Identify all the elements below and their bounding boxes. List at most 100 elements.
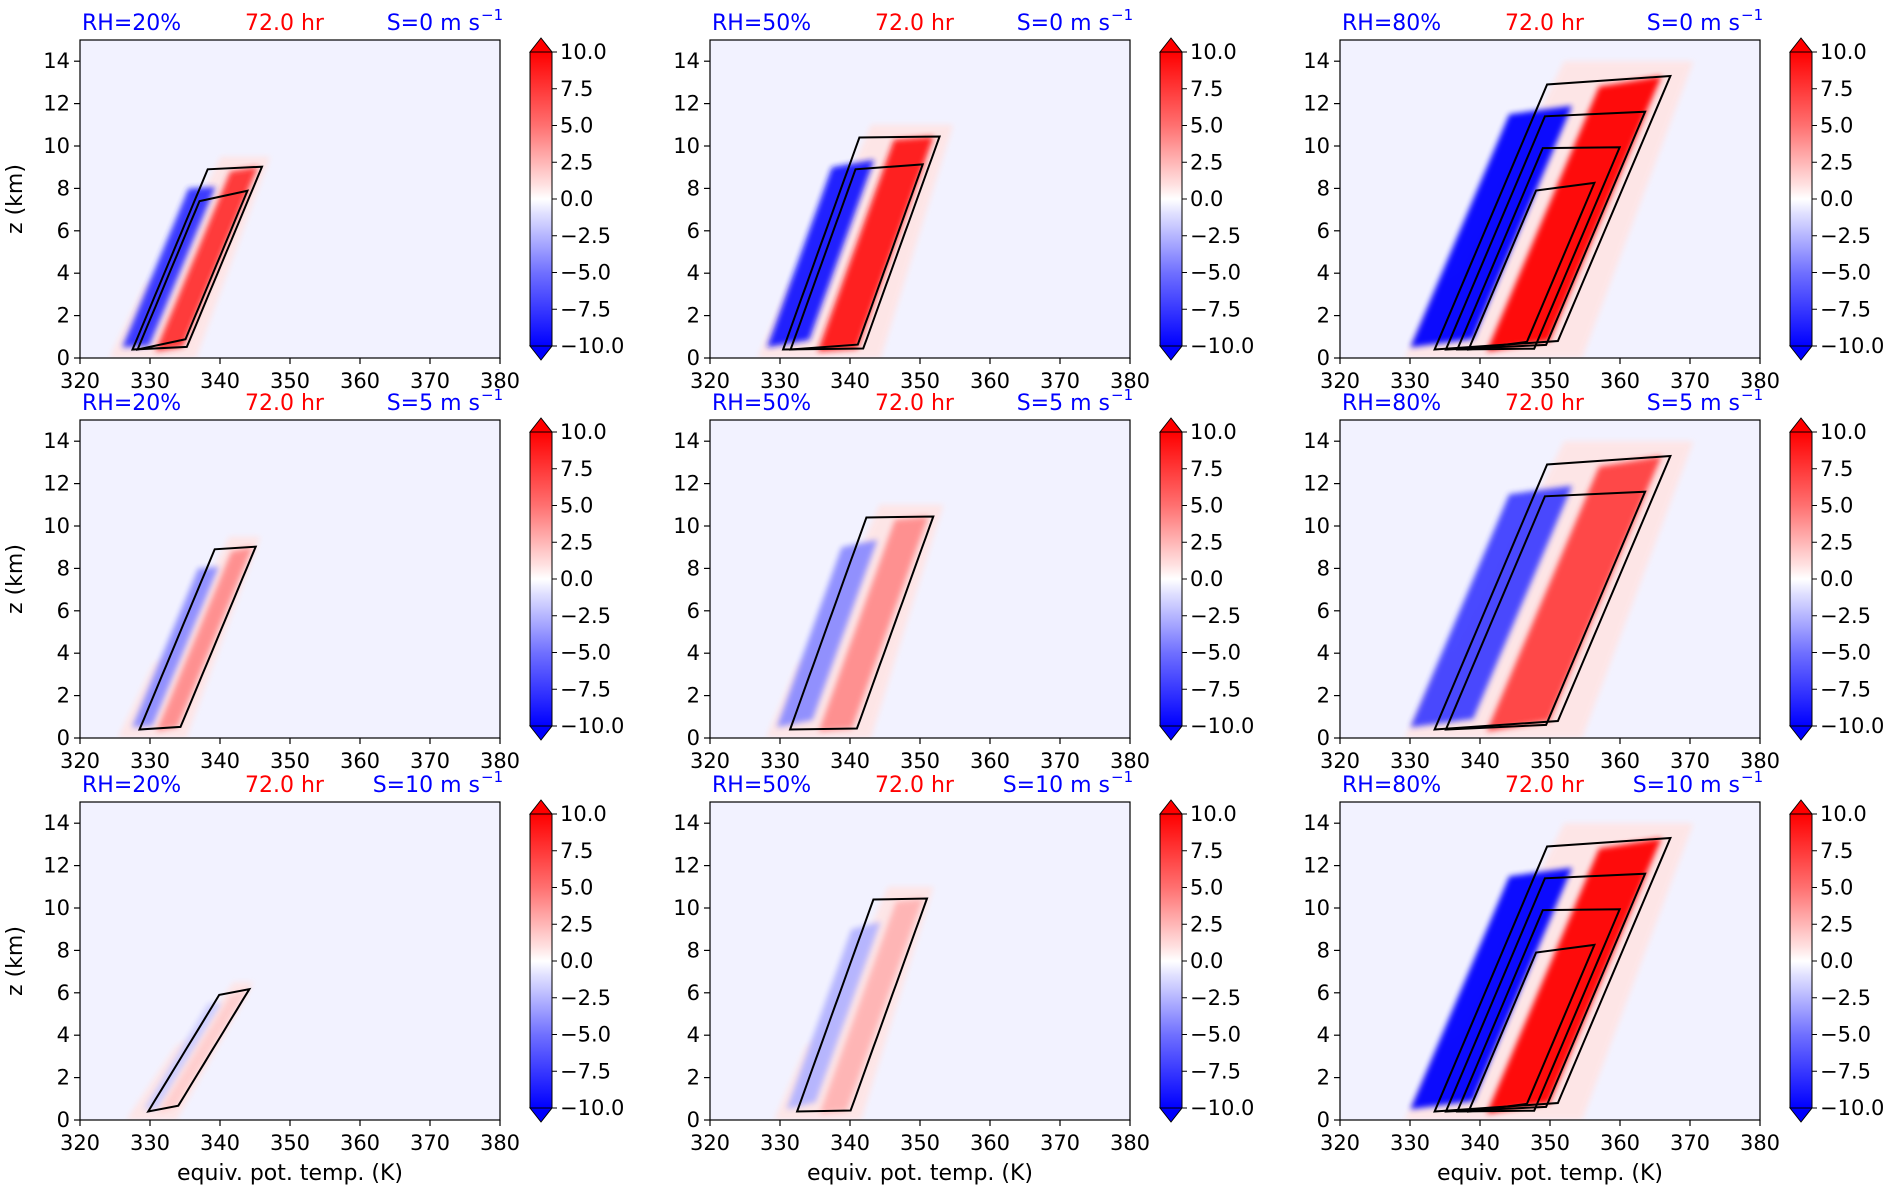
positive-region xyxy=(817,136,934,352)
y-axis-label: z (km) xyxy=(3,164,28,234)
panel-title-shear-exponent: −1 xyxy=(1741,768,1763,786)
y-tick-label: 0 xyxy=(57,346,70,370)
colorbar-extend-top xyxy=(1788,37,1814,53)
y-tick-label: 6 xyxy=(57,219,70,243)
x-tick-label: 370 xyxy=(1670,369,1710,393)
line-contour xyxy=(1444,872,1647,1113)
x-tick-label: 370 xyxy=(1670,1131,1710,1155)
colorbar-tick-label: 10.0 xyxy=(1190,420,1237,444)
filled-contours xyxy=(757,124,954,358)
x-tick-label: 370 xyxy=(1040,749,1080,773)
colorbar-tick-label: −7.5 xyxy=(1190,297,1241,321)
positive-region xyxy=(818,516,929,732)
panel-title-rh: RH=80% xyxy=(1342,391,1441,416)
colorbar-tick-label: 2.5 xyxy=(1820,912,1853,936)
colorbar-tick-label: 10.0 xyxy=(1820,802,1867,826)
panel: 320 330 340 350 360 370 380 0 2 4 6 8 10 12 14 z (km) RH… xyxy=(3,6,624,393)
x-tick-label: 350 xyxy=(900,369,940,393)
panel-title-shear: S=10 m s xyxy=(1003,773,1110,798)
y-tick-label: 0 xyxy=(1317,1108,1330,1132)
colorbar-tick-label: −5.0 xyxy=(1820,641,1871,665)
colorbar xyxy=(1789,813,1813,1109)
y-tick-label: 10 xyxy=(43,134,70,158)
panel: 320 330 340 350 360 370 380 0 2 4 6 8 10 12 14 z (km) RH… xyxy=(3,386,624,773)
colorbar-extend-bottom xyxy=(1788,345,1814,361)
y-tick-label: 14 xyxy=(673,49,700,73)
colorbar-tick-label: −2.5 xyxy=(1820,986,1871,1010)
negative-region xyxy=(786,921,881,1110)
colorbar-extend-bottom xyxy=(1158,345,1184,361)
panel-title-shear: S=5 m s xyxy=(387,391,480,416)
x-tick-label: 330 xyxy=(760,1131,800,1155)
y-tick-label: 6 xyxy=(1317,981,1330,1005)
colorbar-tick-label: 2.5 xyxy=(1820,150,1853,174)
colorbar-tick-label: 7.5 xyxy=(1820,77,1853,101)
line-contour xyxy=(137,545,258,731)
x-tick-label: 320 xyxy=(690,369,730,393)
colorbar-tick-label: −7.5 xyxy=(560,677,611,701)
y-tick-label: 8 xyxy=(57,176,70,200)
positive-region xyxy=(819,898,924,1114)
colorbar-tick-label: 5.0 xyxy=(1820,876,1853,900)
negative-region xyxy=(1410,105,1573,348)
line-contour xyxy=(1433,454,1672,731)
y-tick-label: 6 xyxy=(687,599,700,623)
colorbar-tick-label: 5.0 xyxy=(1190,494,1223,518)
colorbar-tick-label: 0.0 xyxy=(1190,949,1223,973)
y-tick-label: 14 xyxy=(1303,811,1330,835)
panel: 320 330 340 350 360 370 380 0 2 4 6 8 10 12 14 RH=80% 72… xyxy=(1303,6,1884,393)
x-tick-label: 350 xyxy=(270,1131,310,1155)
colorbar-tick-label: 10.0 xyxy=(560,40,607,64)
y-tick-label: 10 xyxy=(673,896,700,920)
colorbar-tick-label: 0.0 xyxy=(1820,187,1853,211)
y-tick-label: 4 xyxy=(687,1023,700,1047)
x-tick-label: 340 xyxy=(1460,749,1500,773)
colorbar-tick-label: 10.0 xyxy=(1190,40,1237,64)
plot-background xyxy=(710,802,1130,1120)
colorbar-extend-bottom xyxy=(1788,1107,1814,1123)
panel-title-shear-exponent: −1 xyxy=(1741,6,1763,24)
negative-region xyxy=(132,566,219,728)
y-tick-label: 0 xyxy=(1317,346,1330,370)
colorbar-tick-label: −10.0 xyxy=(1190,334,1254,358)
y-tick-label: 10 xyxy=(1303,896,1330,920)
panel-title-rh: RH=20% xyxy=(82,11,181,36)
y-tick-label: 2 xyxy=(57,1066,70,1090)
x-axis-label: equiv. pot. temp. (K) xyxy=(177,1161,403,1186)
filled-contours xyxy=(1404,61,1694,358)
y-tick-label: 14 xyxy=(673,429,700,453)
colorbar-extend-top xyxy=(1788,799,1814,815)
colorbar-tick-label: −5.0 xyxy=(1190,261,1241,285)
y-tick-label: 14 xyxy=(43,811,70,835)
panel-title-rh: RH=80% xyxy=(1342,11,1441,36)
x-tick-label: 350 xyxy=(1530,749,1570,773)
y-tick-label: 0 xyxy=(57,726,70,750)
colorbar-tick-label: 2.5 xyxy=(1190,912,1223,936)
colorbar-tick-label: 0.0 xyxy=(560,187,593,211)
y-tick-label: 0 xyxy=(1317,726,1330,750)
colorbar-tick-label: 7.5 xyxy=(1190,839,1223,863)
colorbar-tick-label: 5.0 xyxy=(1190,876,1223,900)
y-tick-label: 12 xyxy=(1303,92,1330,116)
colorbar-tick-label: −5.0 xyxy=(560,641,611,665)
y-tick-label: 12 xyxy=(43,472,70,496)
panel-title-time: 72.0 hr xyxy=(875,773,955,798)
colorbar-tick-label: 2.5 xyxy=(1190,530,1223,554)
x-tick-label: 370 xyxy=(1670,749,1710,773)
colorbar-tick-label: −2.5 xyxy=(560,224,611,248)
line-contour xyxy=(1455,146,1622,351)
panel-title-time: 72.0 hr xyxy=(1505,391,1585,416)
x-tick-label: 320 xyxy=(1320,749,1360,773)
y-tick-label: 0 xyxy=(687,726,700,750)
colorbar-tick-label: 2.5 xyxy=(1190,150,1223,174)
colorbar-tick-label: −2.5 xyxy=(1190,604,1241,628)
y-tick-label: 12 xyxy=(673,854,700,878)
x-axis-label: equiv. pot. temp. (K) xyxy=(807,1161,1033,1186)
y-tick-label: 12 xyxy=(43,854,70,878)
colorbar-tick-label: −5.0 xyxy=(560,261,611,285)
panel-title-time: 72.0 hr xyxy=(1505,773,1585,798)
y-tick-label: 10 xyxy=(673,514,700,538)
x-tick-label: 380 xyxy=(480,369,520,393)
line-contour xyxy=(1444,490,1647,731)
colorbar-tick-label: 0.0 xyxy=(560,567,593,591)
